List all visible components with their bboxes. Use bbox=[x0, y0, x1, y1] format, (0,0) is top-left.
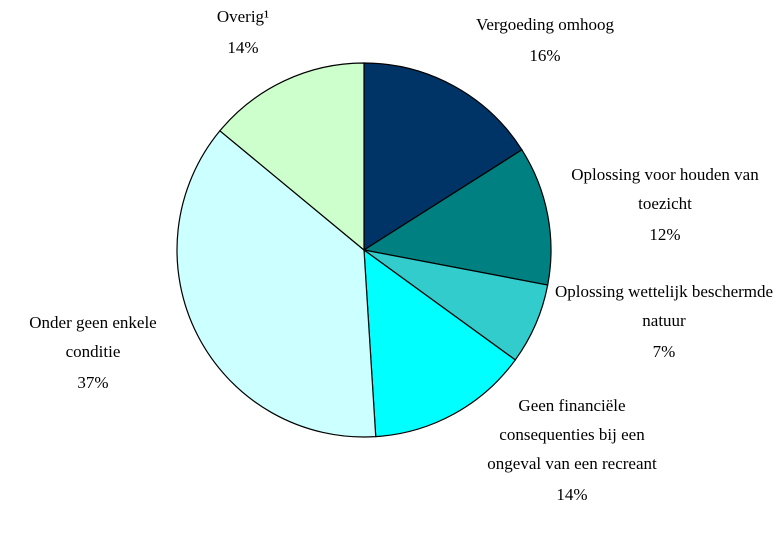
slice-value-label: 16% bbox=[529, 46, 560, 65]
slice-label: Oplossing wettelijk beschermde natuur bbox=[555, 282, 773, 330]
pie-slice bbox=[362, 148, 552, 286]
slice-value-label: 7% bbox=[653, 342, 676, 361]
slice-value-label: 37% bbox=[77, 373, 108, 392]
slice-value-label: 12% bbox=[649, 225, 680, 244]
slice-label: Geen financiële consequenties bij een onge… bbox=[487, 396, 657, 473]
slice-label: Onder geen enkele conditie bbox=[29, 313, 156, 361]
pie-slice bbox=[363, 248, 517, 438]
slice-value-label: 14% bbox=[227, 38, 258, 57]
slice-label: Vergoeding omhoog bbox=[476, 15, 615, 34]
pie-slice bbox=[219, 62, 365, 252]
slice-label: Overig¹ bbox=[217, 7, 269, 26]
slice-value-label: 14% bbox=[556, 485, 587, 504]
slice-label: Oplossing voor houden van toezicht bbox=[571, 165, 759, 213]
pie-slice bbox=[176, 129, 377, 438]
pie-slice bbox=[363, 62, 523, 252]
